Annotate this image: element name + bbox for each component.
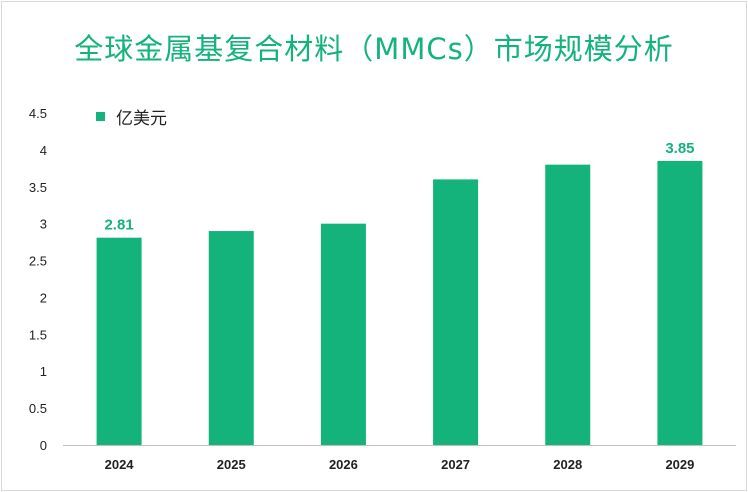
x-tick-label: 2026 — [329, 457, 358, 472]
legend: 亿美元 — [96, 104, 167, 129]
data-label: 3.85 — [665, 140, 694, 157]
y-tick-label: 4 — [40, 143, 47, 158]
x-tick-label: 2029 — [665, 457, 694, 472]
x-tick-label: 2028 — [553, 457, 582, 472]
data-label: 2.81 — [104, 217, 133, 234]
y-tick-label: 0 — [40, 438, 47, 453]
legend-label: 亿美元 — [116, 109, 167, 129]
chart-title: 全球金属基复合材料（MMCs）市场规模分析 — [74, 32, 674, 66]
y-tick-label: 3 — [40, 217, 47, 232]
data-labels: 2.81 3.85 — [104, 140, 694, 234]
y-tick-label: 1 — [40, 364, 47, 379]
bars — [96, 160, 703, 445]
y-tick-label: 2 — [40, 290, 47, 305]
bar — [320, 223, 366, 445]
y-tick-label: 3.5 — [29, 180, 47, 195]
y-tick-label: 0.5 — [29, 401, 47, 416]
bar — [545, 164, 591, 445]
x-tick-label: 2027 — [441, 457, 470, 472]
x-axis-ticks: 2024 2025 2026 2027 2028 2029 — [105, 457, 695, 472]
y-axis-ticks: 0 0.5 1 1.5 2 2.5 3 3.5 4 4.5 — [29, 106, 47, 453]
bar — [96, 237, 142, 445]
bar — [433, 179, 479, 445]
x-tick-label: 2024 — [105, 457, 135, 472]
y-tick-label: 4.5 — [29, 106, 47, 121]
bar — [208, 231, 254, 445]
y-tick-label: 1.5 — [29, 327, 47, 342]
bar — [657, 160, 703, 445]
legend-swatch — [96, 112, 105, 121]
x-tick-label: 2025 — [217, 457, 246, 472]
y-tick-label: 2.5 — [29, 254, 47, 269]
